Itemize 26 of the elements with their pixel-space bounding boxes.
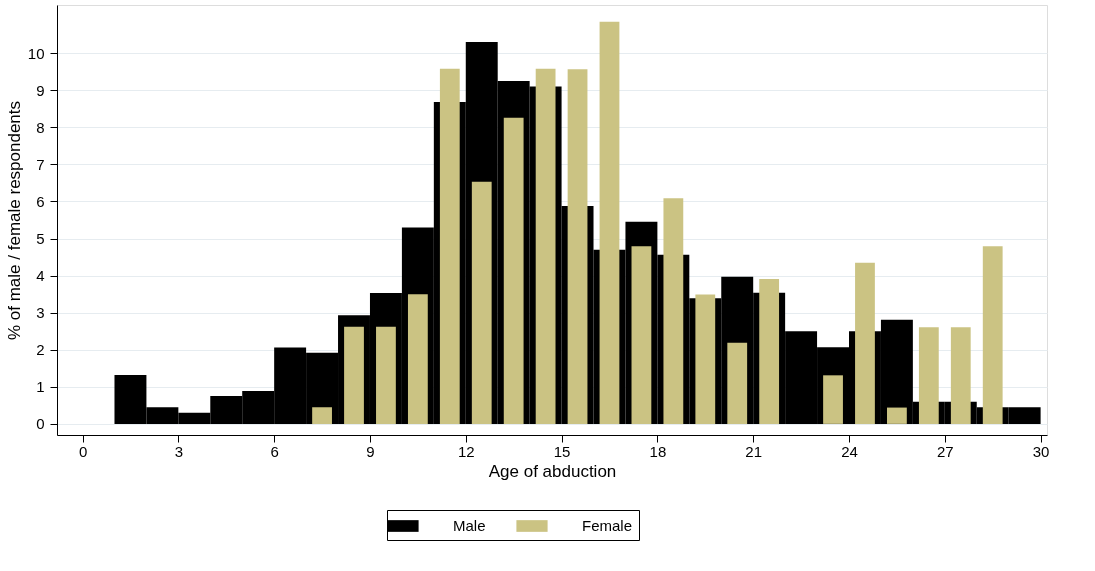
y-tick-label: 8 (36, 118, 45, 136)
legend-label: Male (453, 517, 486, 534)
y-tick-label: 4 (36, 267, 45, 285)
y-tick-label: 5 (36, 230, 45, 248)
y-tick-label: 1 (36, 378, 45, 396)
x-tick-label: 9 (366, 442, 375, 460)
x-tick-label: 6 (270, 442, 279, 460)
x-tick-label: 12 (457, 442, 475, 460)
x-tick-label: 30 (1032, 442, 1050, 460)
x-tick-label: 3 (174, 442, 184, 460)
y-tick-label: 10 (27, 44, 45, 62)
x-tick-label: 24 (841, 442, 858, 460)
x-tick-label: 21 (745, 442, 763, 460)
y-tick-label: 9 (36, 81, 45, 99)
y-tick-label: 3 (36, 304, 45, 322)
x-tick-label: 15 (553, 442, 571, 460)
x-tick-label: 27 (936, 442, 954, 460)
legend-label: Female (582, 517, 633, 534)
y-tick-label: 6 (36, 192, 45, 210)
x-tick-label: 18 (649, 442, 667, 460)
x-axis-title: Age of abduction (488, 461, 617, 481)
y-tick-label: 7 (36, 155, 45, 173)
y-tick-label: 2 (36, 341, 45, 359)
y-axis-title: % of male / female respondents (4, 100, 24, 341)
x-tick-label: 0 (78, 442, 88, 460)
y-tick-label: 0 (36, 415, 45, 433)
